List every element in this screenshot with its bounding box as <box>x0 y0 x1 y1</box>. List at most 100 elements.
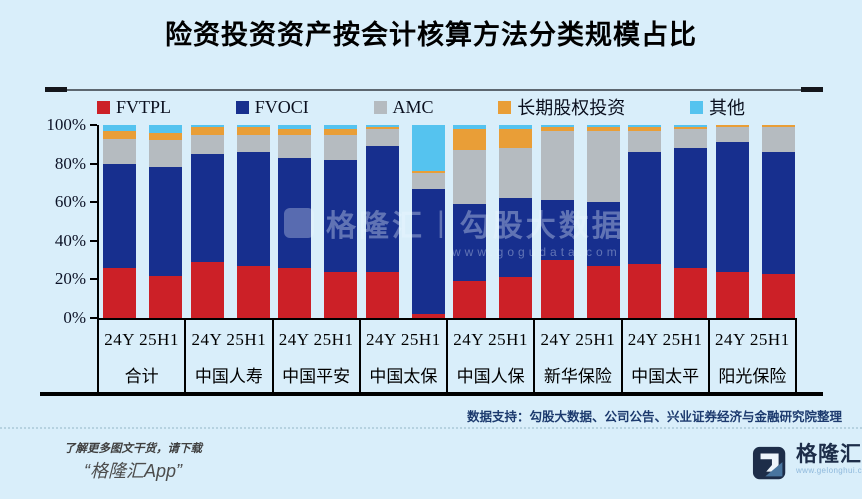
legend-label: 其他 <box>708 98 745 118</box>
x-period-labels: 24Y 25H1 <box>366 330 441 350</box>
bar-segment-FVOCI <box>761 152 795 274</box>
bar-segment-FVTPL <box>103 267 137 318</box>
bar-中国平安-25H1 <box>324 125 358 318</box>
x-period-labels: 24Y 25H1 <box>191 330 267 350</box>
bar-segment-AMC <box>103 138 137 164</box>
bar-segment-其他 <box>278 125 312 129</box>
bar-segment-FVOCI <box>453 204 487 282</box>
bar-segment-FVOCI <box>103 163 137 268</box>
y-tick-mark <box>90 239 97 242</box>
x-period-labels: 24Y 25H1 <box>278 330 354 350</box>
bar-group-合计 <box>99 125 187 318</box>
legend-label: AMC <box>392 96 434 117</box>
bar-segment-FVOCI <box>628 152 662 264</box>
bar-segment-AMC <box>278 134 312 158</box>
bar-group-中国人保 <box>449 125 537 318</box>
divider-line <box>45 89 823 91</box>
bar-中国太平-25H1 <box>674 125 708 318</box>
bar-group-中国平安 <box>274 125 362 318</box>
bar-新华保险-24Y <box>540 125 574 318</box>
bar-segment-FVOCI <box>499 198 533 278</box>
divider-right-cap <box>801 87 823 92</box>
x-cell-新华保险: 24Y 25H1 新华保险 <box>535 320 623 392</box>
title-divider <box>45 87 823 92</box>
bar-合计-25H1 <box>149 125 183 318</box>
y-tick-label: 60% <box>54 192 86 212</box>
bar-segment-AMC <box>715 126 749 143</box>
bar-segment-FVTPL <box>236 265 270 318</box>
bar-segment-其他 <box>453 125 487 129</box>
x-cell-中国平安: 24Y 25H1 中国平安 <box>274 320 361 392</box>
bar-segment-AMC <box>540 130 574 201</box>
bar-group-中国太平 <box>624 125 712 318</box>
x-group-name: 阳光保险 <box>718 367 787 387</box>
bar-segment-FVOCI <box>365 146 399 272</box>
brand-url: www.gelonghui.com <box>796 466 862 475</box>
x-period-labels: 24Y 25H1 <box>627 330 703 350</box>
bar-segment-长期股权投资 <box>499 128 533 149</box>
legend-swatch-icon <box>689 100 703 114</box>
bar-segment-长期股权投资 <box>278 128 312 135</box>
x-period-labels: 24Y 25H1 <box>453 330 528 350</box>
x-cell-中国人寿: 24Y 25H1 中国人寿 <box>186 320 274 392</box>
bar-segment-FVOCI <box>411 188 445 315</box>
bar-合计-24Y <box>103 125 137 318</box>
y-tick-mark <box>90 124 97 126</box>
bar-segment-其他 <box>411 125 445 172</box>
chart-bottom-border <box>40 392 823 396</box>
x-group-name: 中国人寿 <box>194 367 263 387</box>
data-source-note: 数据支持：勾股大数据、公司公告、兴业证券经济与金融研究院整理 <box>466 410 842 424</box>
bar-segment-其他 <box>103 125 137 131</box>
legend-label: 长期股权投资 <box>517 98 626 118</box>
x-group-name: 合计 <box>124 367 159 387</box>
legend-item-AMC: AMC <box>373 96 434 118</box>
legend-swatch-icon <box>97 100 110 114</box>
legend-item-长期股权投资: 长期股权投资 <box>498 94 625 120</box>
bar-segment-FVOCI <box>190 153 224 263</box>
x-period-labels: 24Y 25H1 <box>715 330 790 350</box>
chart-plot-area: 格隆汇 | 勾股大数据 www.gogudata.com <box>97 125 799 318</box>
bar-segment-其他 <box>236 125 270 127</box>
bar-segment-AMC <box>411 173 445 189</box>
bar-segment-长期股权投资 <box>365 126 399 129</box>
bar-segment-其他 <box>540 125 574 127</box>
bar-segment-FVTPL <box>761 273 795 318</box>
bar-中国人保-25H1 <box>499 125 533 318</box>
bar-segment-长期股权投资 <box>236 126 270 135</box>
bar-segment-长期股权投资 <box>761 125 795 127</box>
bar-group-中国人寿 <box>187 125 275 318</box>
gelonghui-logo-icon <box>752 446 786 480</box>
legend-item-FVTPL: FVTPL <box>97 97 171 118</box>
bar-中国太保-25H1 <box>411 125 445 318</box>
chart-legend: FVTPL FVOCI AMC 长期股权投资 其他 <box>97 94 745 120</box>
y-tick-mark <box>90 201 97 204</box>
x-cell-中国太平: 24Y 25H1 中国太平 <box>623 320 710 392</box>
bar-segment-FVTPL <box>324 271 358 318</box>
x-period-labels: 24Y 25H1 <box>104 330 179 350</box>
bar-中国太保-24Y <box>365 125 399 318</box>
bar-segment-FVTPL <box>715 271 749 318</box>
bar-新华保险-25H1 <box>586 125 620 318</box>
bar-segment-AMC <box>761 126 795 153</box>
bar-segment-FVTPL <box>628 263 662 318</box>
legend-label: FVOCI <box>254 96 309 117</box>
bar-segment-FVOCI <box>236 152 270 266</box>
bar-segment-FVTPL <box>190 262 224 318</box>
bar-中国人保-24Y <box>453 125 487 318</box>
bars-container <box>99 125 799 318</box>
bar-segment-FVOCI <box>540 200 574 261</box>
bar-segment-长期股权投资 <box>324 128 358 135</box>
gelonghui-brand-block: 格隆汇 www.gelonghui.com <box>752 444 862 484</box>
y-tick-label: 100% <box>46 115 86 134</box>
bar-segment-其他 <box>324 125 358 129</box>
page-title: 险资投资资产按会计核算方法分类规模占比 <box>165 20 697 50</box>
bar-segment-AMC <box>365 128 399 147</box>
bar-segment-FVTPL <box>540 260 574 318</box>
bar-segment-长期股权投资 <box>715 125 749 127</box>
bar-segment-长期股权投资 <box>149 132 183 141</box>
legend-swatch-icon <box>498 100 512 114</box>
bar-中国人寿-25H1 <box>236 125 270 318</box>
x-group-name: 中国人保 <box>456 367 525 387</box>
x-cell-阳光保险: 24Y 25H1 阳光保险 <box>710 320 797 392</box>
